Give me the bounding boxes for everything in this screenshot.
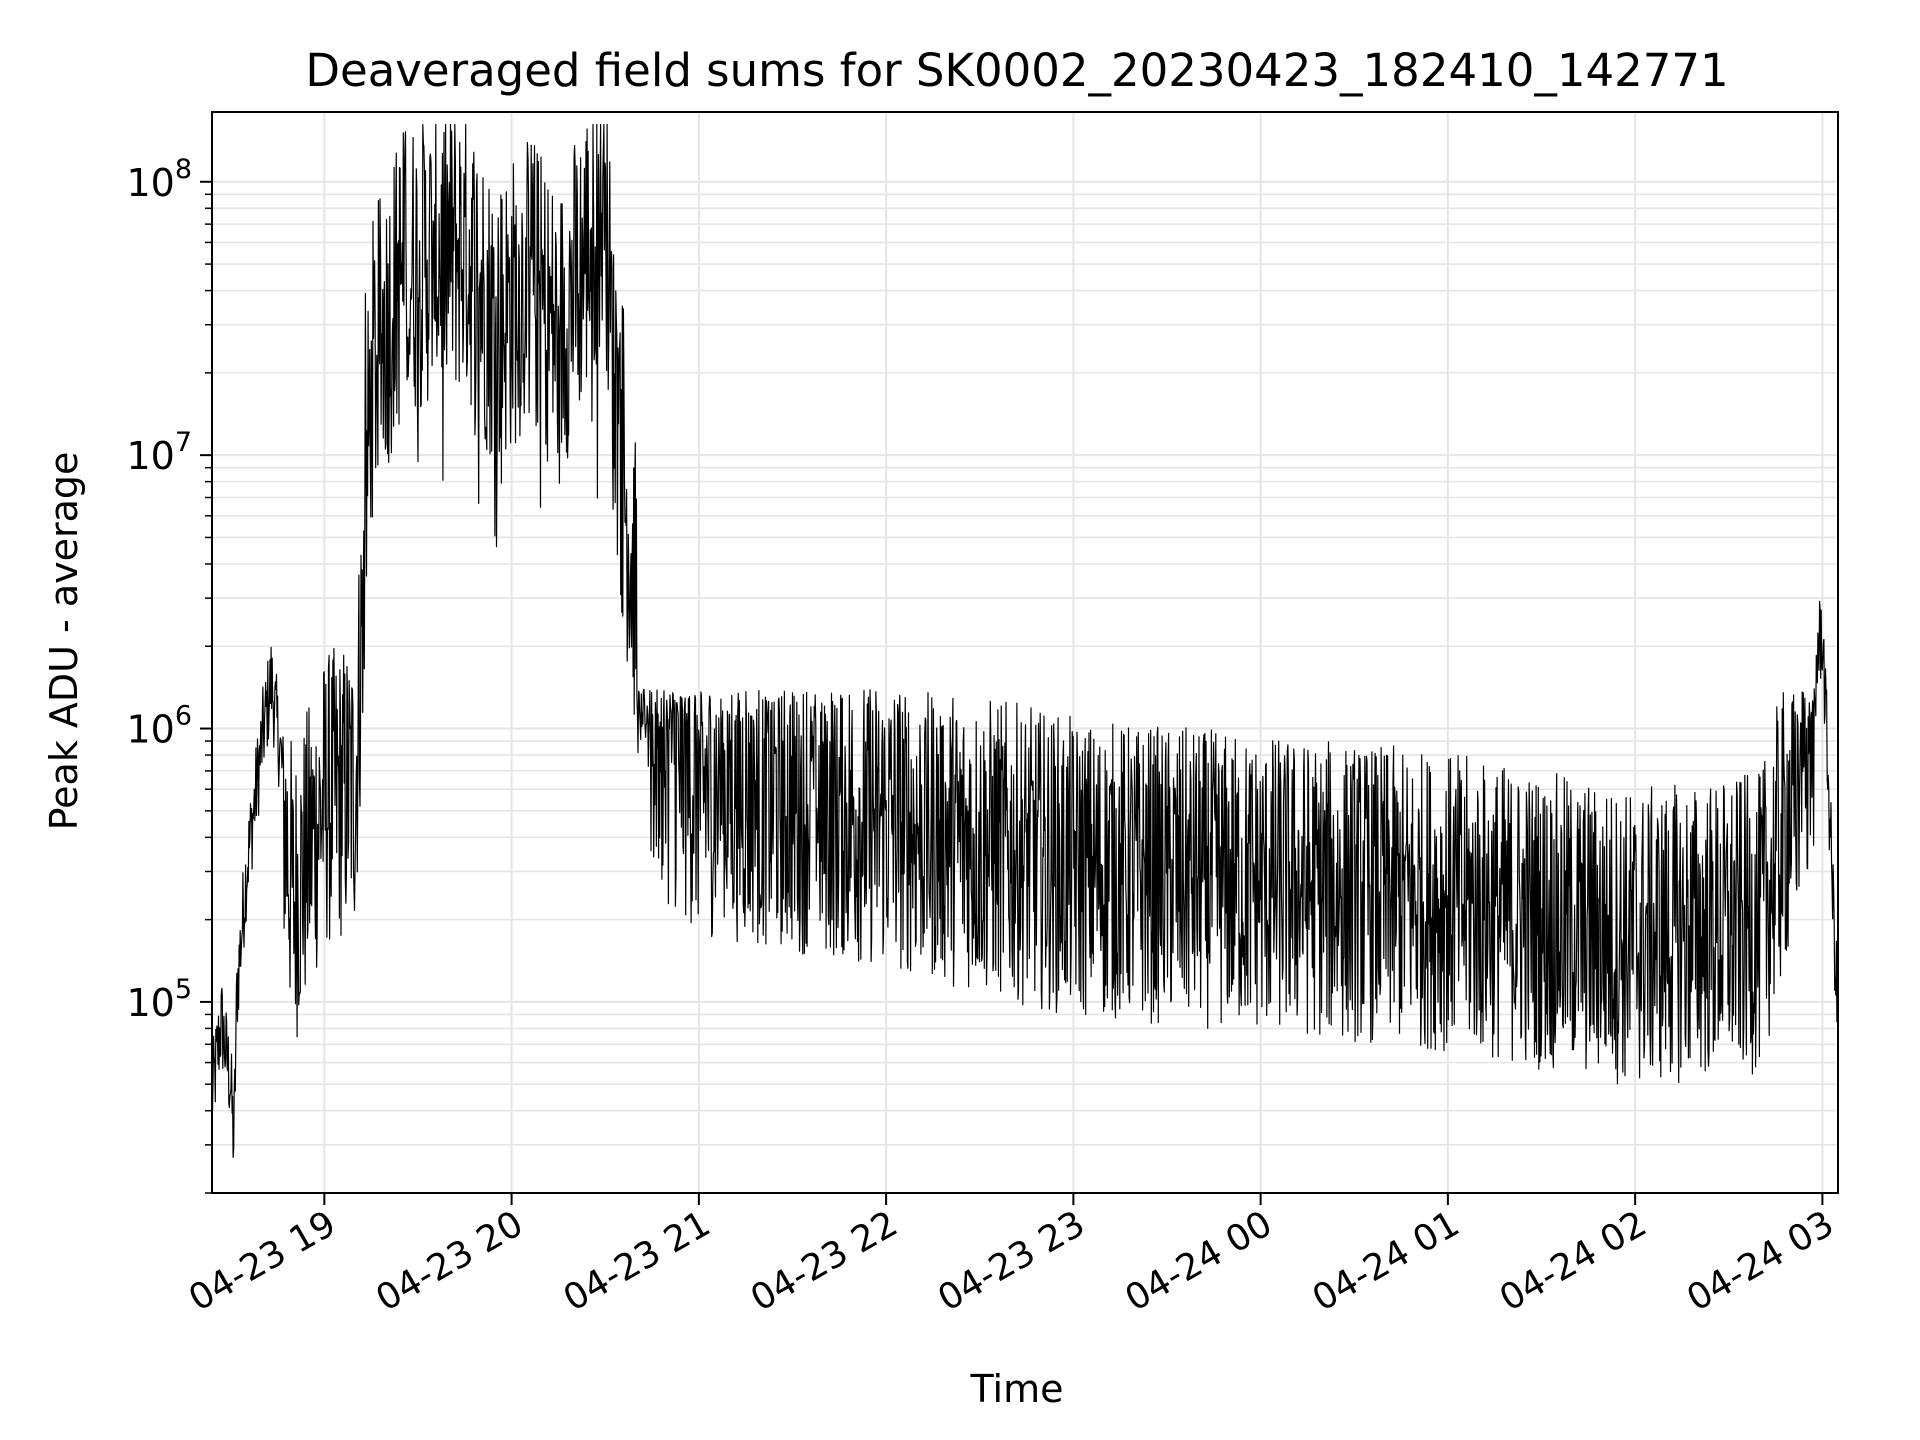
x-axis-label: Time [970, 1367, 1064, 1411]
data-line-group [211, 123, 1839, 1158]
y-axis: 105 106 107 108 [126, 154, 212, 1194]
chart-title: Deaveraged field sums for SK0002_2023042… [305, 44, 1728, 97]
data-line [211, 123, 1839, 1158]
y-tick-label: 106 [126, 701, 192, 752]
y-tick-label: 108 [126, 154, 192, 205]
y-tick-label: 105 [126, 974, 192, 1025]
y-axis-label: Peak ADU - average [42, 452, 86, 831]
plot-frame [211, 111, 1839, 1194]
y-tick-label: 107 [126, 427, 192, 478]
